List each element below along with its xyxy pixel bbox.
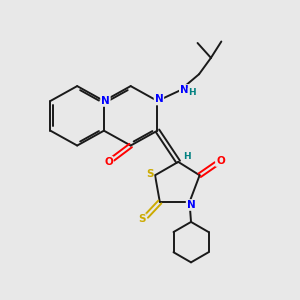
Text: S: S — [138, 214, 146, 224]
Text: N: N — [180, 85, 189, 95]
Text: H: H — [188, 88, 196, 98]
Text: N: N — [187, 200, 195, 210]
Text: O: O — [216, 156, 225, 166]
Text: O: O — [104, 157, 113, 167]
Text: N: N — [101, 96, 110, 106]
Text: S: S — [146, 169, 154, 179]
Text: N: N — [154, 94, 163, 104]
Text: H: H — [183, 152, 190, 161]
